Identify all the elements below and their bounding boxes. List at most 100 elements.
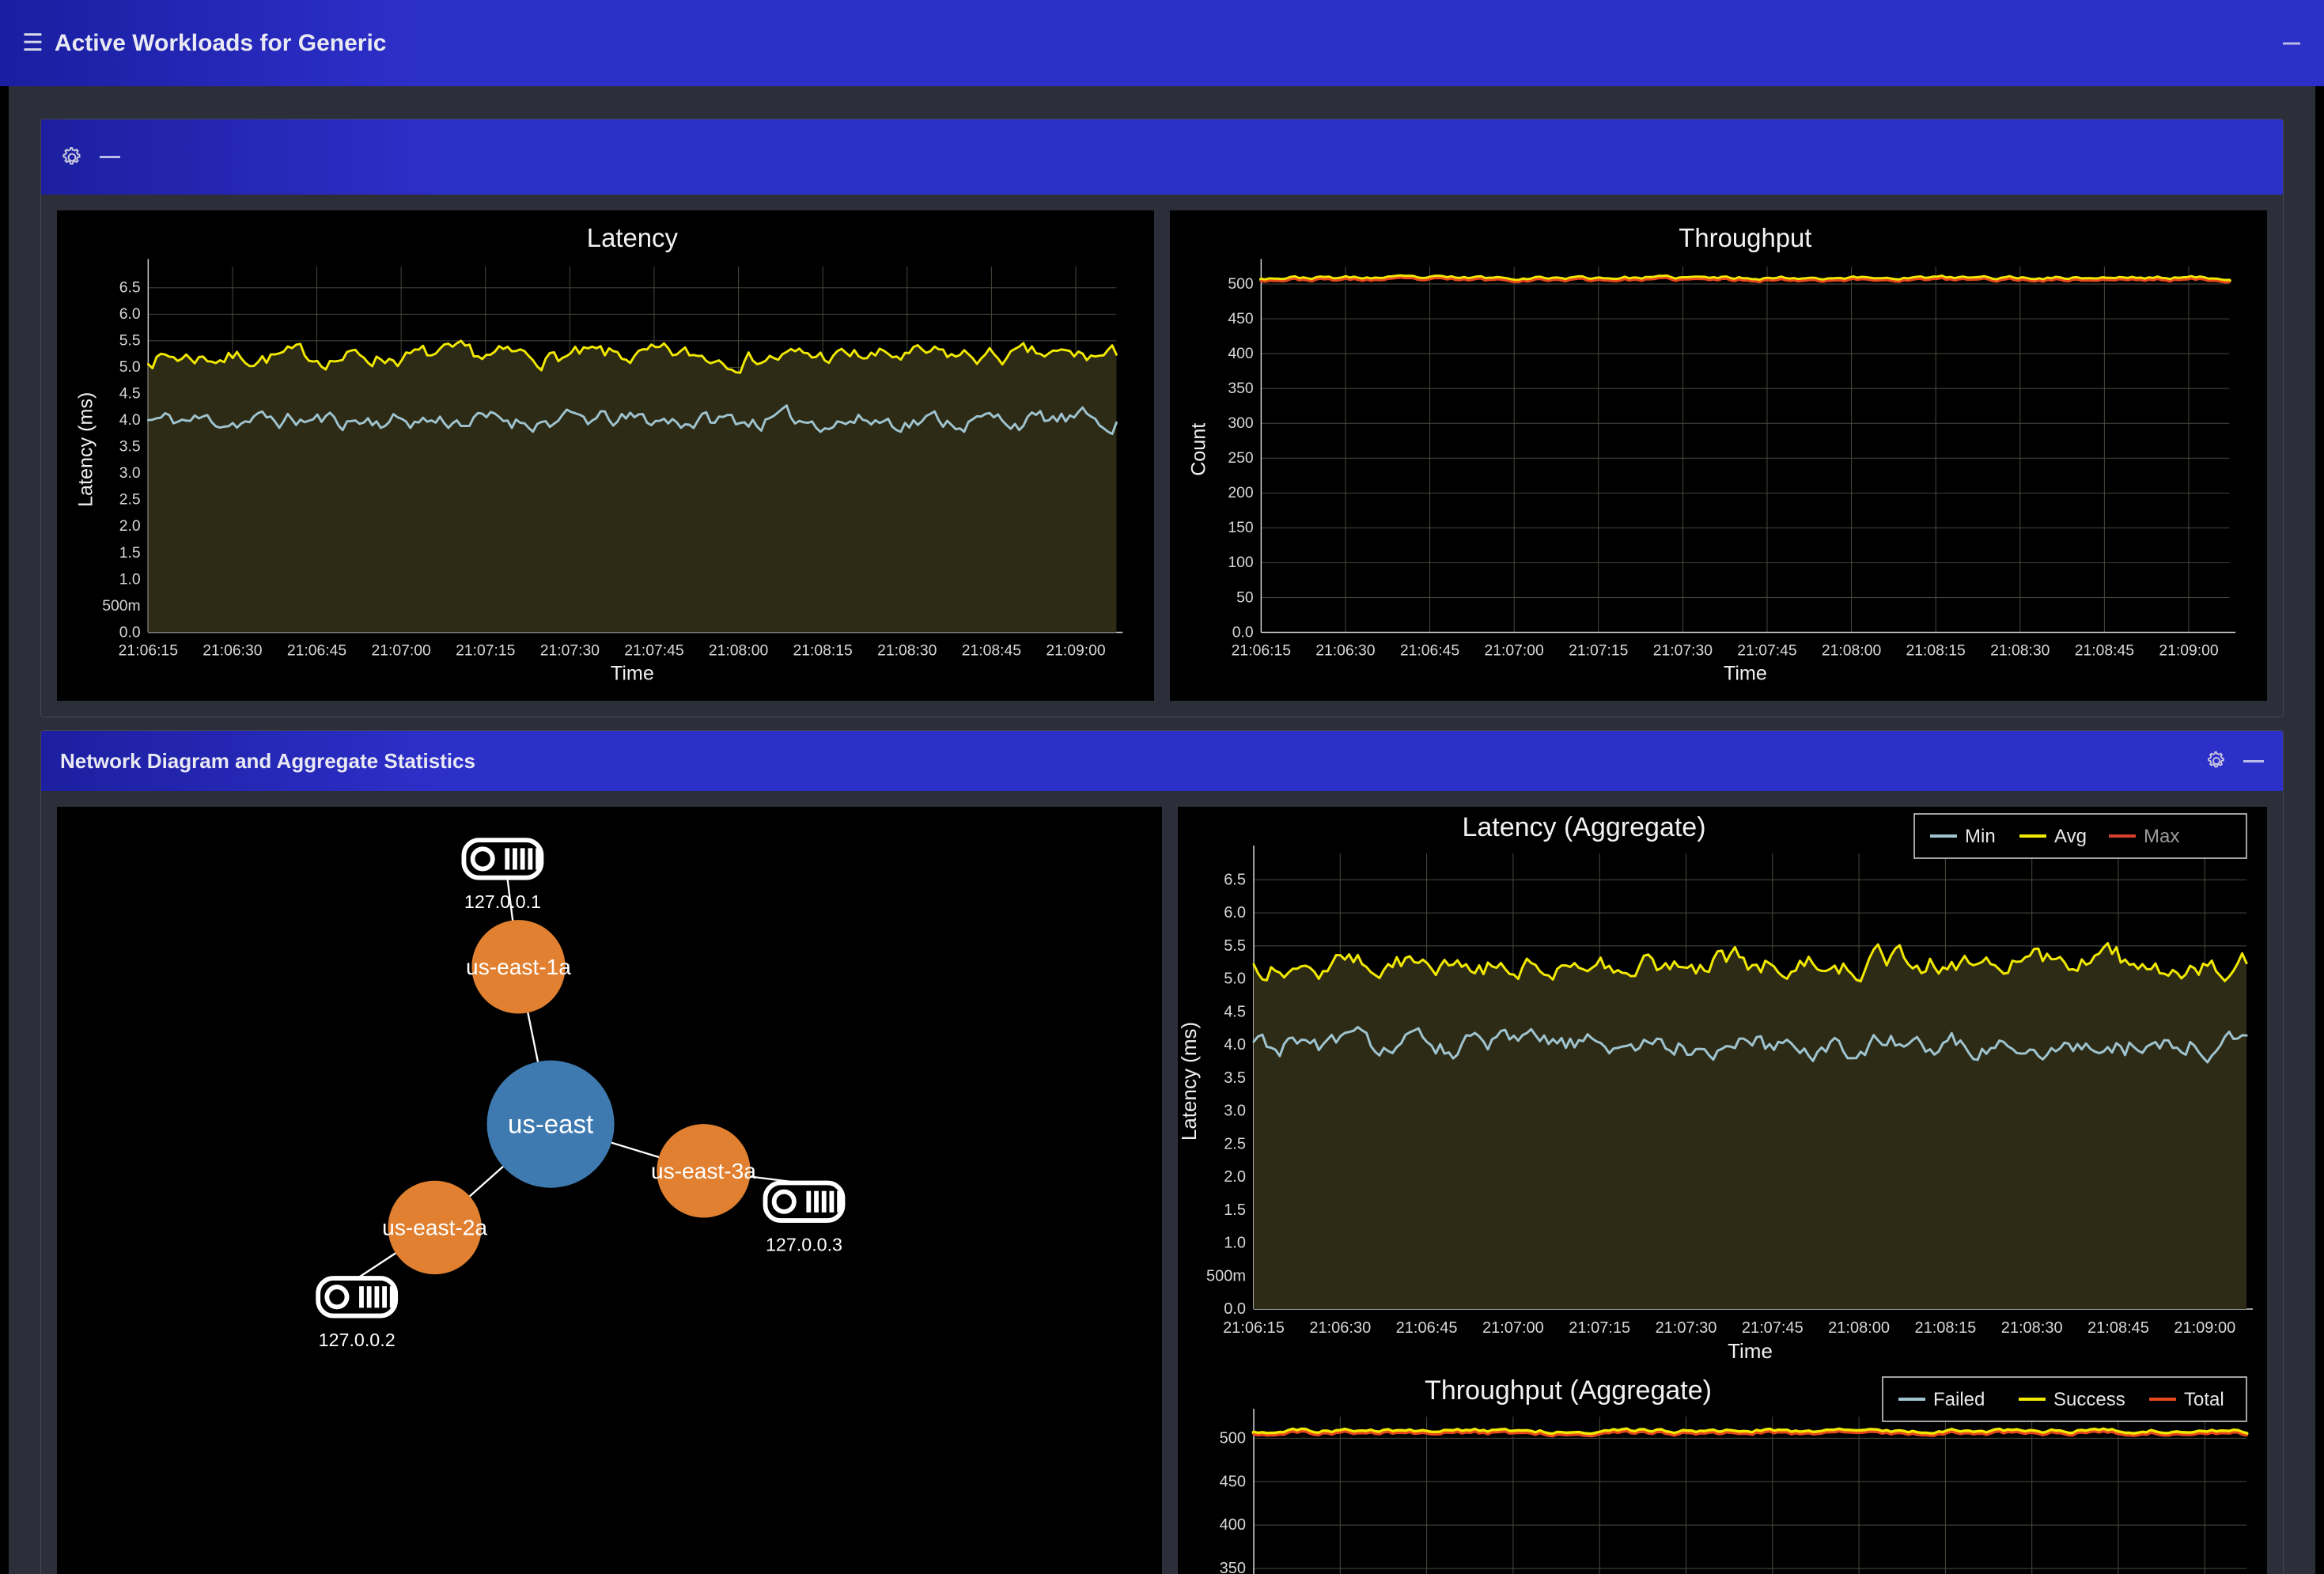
svg-text:21:08:45: 21:08:45 — [2075, 642, 2134, 660]
svg-text:21:07:30: 21:07:30 — [1653, 642, 1713, 660]
svg-text:4.5: 4.5 — [1224, 1003, 1246, 1020]
svg-text:21:07:45: 21:07:45 — [1742, 1319, 1804, 1337]
svg-text:21:08:15: 21:08:15 — [1906, 642, 1966, 660]
svg-text:300: 300 — [1228, 414, 1253, 432]
svg-text:21:07:45: 21:07:45 — [624, 642, 683, 660]
svg-text:21:08:00: 21:08:00 — [1828, 1319, 1890, 1337]
svg-text:21:09:00: 21:09:00 — [1046, 642, 1105, 660]
svg-text:350: 350 — [1220, 1560, 1246, 1574]
svg-text:21:07:15: 21:07:15 — [1569, 642, 1628, 660]
svg-text:Throughput: Throughput — [1679, 223, 1811, 252]
svg-text:Time: Time — [1724, 663, 1767, 685]
svg-text:100: 100 — [1228, 554, 1253, 571]
svg-text:200: 200 — [1228, 484, 1253, 501]
svg-text:21:07:30: 21:07:30 — [540, 642, 600, 660]
svg-text:Failed: Failed — [1933, 1389, 1985, 1410]
svg-text:6.0: 6.0 — [119, 305, 141, 323]
svg-text:Success: Success — [2053, 1389, 2125, 1410]
svg-text:450: 450 — [1220, 1473, 1246, 1490]
svg-text:1.5: 1.5 — [119, 544, 141, 562]
svg-text:21:07:00: 21:07:00 — [1482, 1319, 1544, 1337]
svg-text:400: 400 — [1220, 1516, 1246, 1534]
svg-text:Latency (ms): Latency (ms) — [1179, 1022, 1201, 1141]
svg-text:21:09:00: 21:09:00 — [2159, 642, 2218, 660]
svg-text:6.5: 6.5 — [119, 279, 141, 297]
svg-text:450: 450 — [1228, 310, 1253, 327]
svg-text:50: 50 — [1236, 588, 1254, 606]
svg-text:127.0.0.3: 127.0.0.3 — [766, 1234, 842, 1254]
svg-text:21:08:30: 21:08:30 — [2001, 1319, 2063, 1337]
svg-text:150: 150 — [1228, 519, 1253, 536]
svg-text:500m: 500m — [1206, 1267, 1246, 1285]
svg-text:350: 350 — [1228, 380, 1253, 397]
svg-text:Min: Min — [1965, 826, 1996, 847]
svg-text:0.0: 0.0 — [1224, 1300, 1246, 1318]
svg-text:2.0: 2.0 — [119, 517, 141, 535]
svg-text:us-east: us-east — [508, 1109, 593, 1138]
svg-text:1.0: 1.0 — [1224, 1235, 1246, 1252]
svg-text:5.0: 5.0 — [119, 358, 141, 376]
svg-text:21:07:45: 21:07:45 — [1737, 642, 1796, 660]
svg-text:3.0: 3.0 — [1224, 1103, 1246, 1120]
svg-text:21:08:45: 21:08:45 — [2087, 1319, 2149, 1337]
svg-text:Latency (Aggregate): Latency (Aggregate) — [1462, 812, 1705, 842]
svg-text:1.5: 1.5 — [1224, 1201, 1246, 1219]
svg-text:21:06:15: 21:06:15 — [1223, 1319, 1285, 1337]
svg-text:21:07:30: 21:07:30 — [1656, 1319, 1717, 1337]
svg-text:6.0: 6.0 — [1224, 904, 1246, 921]
svg-text:us-east-3a: us-east-3a — [651, 1159, 756, 1183]
svg-text:4.0: 4.0 — [119, 411, 141, 429]
svg-text:500m: 500m — [102, 597, 140, 615]
svg-text:500: 500 — [1228, 275, 1253, 293]
svg-text:Latency: Latency — [587, 223, 679, 252]
svg-text:Total: Total — [2184, 1389, 2224, 1410]
svg-text:250: 250 — [1228, 449, 1253, 467]
svg-text:3.0: 3.0 — [119, 464, 141, 482]
svg-text:500: 500 — [1220, 1429, 1246, 1447]
svg-text:21:07:00: 21:07:00 — [1484, 642, 1543, 660]
svg-text:5.5: 5.5 — [1224, 937, 1246, 955]
svg-text:5.0: 5.0 — [1224, 971, 1246, 988]
svg-text:Avg: Avg — [2054, 826, 2087, 847]
svg-text:Time: Time — [611, 663, 654, 685]
svg-text:21:08:15: 21:08:15 — [793, 642, 853, 660]
svg-text:21:06:30: 21:06:30 — [1309, 1319, 1371, 1337]
svg-text:2.5: 2.5 — [1224, 1135, 1246, 1152]
svg-text:21:08:15: 21:08:15 — [1914, 1319, 1976, 1337]
svg-text:21:08:30: 21:08:30 — [877, 642, 937, 660]
svg-text:Throughput (Aggregate): Throughput (Aggregate) — [1425, 1375, 1712, 1406]
svg-text:21:06:45: 21:06:45 — [1396, 1319, 1458, 1337]
svg-text:21:06:45: 21:06:45 — [287, 642, 346, 660]
svg-text:21:06:30: 21:06:30 — [202, 642, 262, 660]
svg-text:Count: Count — [1188, 423, 1210, 476]
svg-text:4.5: 4.5 — [119, 385, 141, 403]
svg-text:400: 400 — [1228, 345, 1253, 362]
svg-text:0.0: 0.0 — [1232, 623, 1254, 641]
svg-text:21:06:30: 21:06:30 — [1315, 642, 1375, 660]
svg-text:5.5: 5.5 — [119, 332, 141, 350]
svg-text:3.5: 3.5 — [119, 438, 141, 456]
svg-text:3.5: 3.5 — [1224, 1069, 1246, 1087]
svg-text:2.5: 2.5 — [119, 491, 141, 509]
svg-text:127.0.0.2: 127.0.0.2 — [319, 1330, 396, 1350]
svg-text:us-east-2a: us-east-2a — [382, 1215, 487, 1239]
svg-text:21:06:15: 21:06:15 — [119, 642, 178, 660]
svg-text:21:08:00: 21:08:00 — [709, 642, 768, 660]
svg-text:21:08:00: 21:08:00 — [1822, 642, 1881, 660]
svg-text:127.0.0.1: 127.0.0.1 — [464, 891, 541, 912]
svg-text:21:07:15: 21:07:15 — [456, 642, 515, 660]
svg-text:Time: Time — [1728, 1339, 1773, 1363]
svg-text:21:07:00: 21:07:00 — [371, 642, 430, 660]
svg-text:us-east-1a: us-east-1a — [466, 955, 571, 979]
svg-text:21:06:15: 21:06:15 — [1232, 642, 1291, 660]
svg-text:Max: Max — [2144, 826, 2179, 847]
svg-text:21:07:15: 21:07:15 — [1569, 1319, 1630, 1337]
svg-text:21:08:30: 21:08:30 — [1990, 642, 2050, 660]
svg-text:1.0: 1.0 — [119, 570, 141, 588]
svg-text:21:08:45: 21:08:45 — [962, 642, 1021, 660]
svg-text:2.0: 2.0 — [1224, 1168, 1246, 1186]
svg-text:21:06:45: 21:06:45 — [1400, 642, 1459, 660]
svg-text:Latency (ms): Latency (ms) — [75, 392, 97, 507]
svg-text:0.0: 0.0 — [119, 623, 141, 641]
svg-text:4.0: 4.0 — [1224, 1036, 1246, 1054]
